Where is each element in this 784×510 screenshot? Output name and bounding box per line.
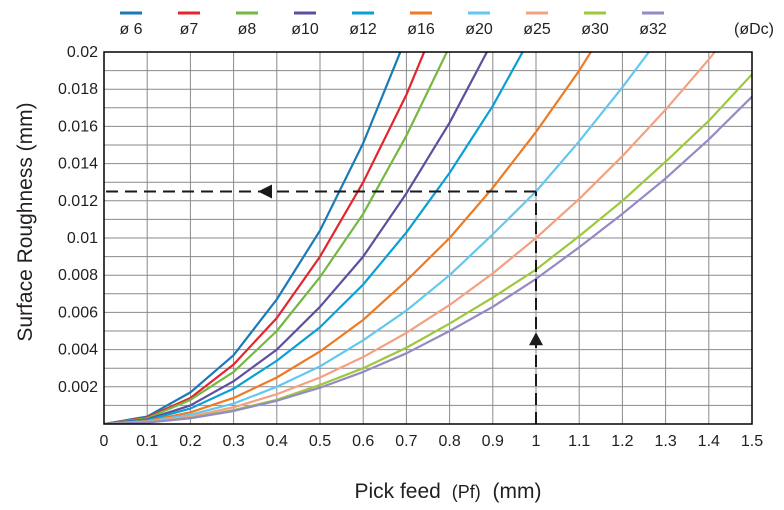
y-tick-label: 0.012 (58, 193, 98, 210)
legend-label: ø32 (639, 21, 667, 38)
x-axis-title-sub: (Pf) (452, 482, 481, 502)
series-line (104, 52, 651, 424)
legend-label: ø7 (180, 21, 199, 38)
x-tick-label: 0.5 (309, 433, 331, 450)
x-tick-label: 0.4 (266, 433, 288, 450)
y-tick-label: 0.01 (67, 230, 98, 247)
x-tick-label: 1.3 (654, 433, 676, 450)
y-tick-label: 0.018 (58, 81, 98, 98)
legend-suffix: (øDc) (734, 21, 774, 38)
y-tick-label: 0.02 (67, 44, 98, 61)
grid (103, 51, 753, 424)
x-tick-label: 1.1 (568, 433, 590, 450)
y-tick-label: 0.006 (58, 304, 98, 321)
legend-label: ø8 (238, 21, 257, 38)
legend-label: ø10 (291, 21, 319, 38)
arrow-up-icon (529, 332, 543, 346)
x-tick-label: 0.2 (179, 433, 201, 450)
x-tick-labels: 0 0.1 0.2 0.3 0.4 0.5 0.6 0.7 0.8 0.9 1 1.1 1.2 1.3 1.… (100, 433, 764, 450)
y-tick-labels: 0.002 0.004 0.006 0.008 0.01 0.012 0.014 0.016 0… (58, 44, 98, 396)
arrow-left-icon (258, 184, 272, 199)
legend-label: ø20 (465, 21, 493, 38)
y-tick-label: 0.002 (58, 379, 98, 396)
x-axis-title: Pick feed (Pf) (mm) (354, 480, 541, 503)
x-tick-label: 0 (100, 433, 109, 450)
series-lines (104, 52, 752, 424)
legend-label: ø30 (581, 21, 609, 38)
x-tick-label: 0.8 (438, 433, 460, 450)
x-tick-label: 1 (532, 433, 541, 450)
x-tick-label: 0.9 (482, 433, 504, 450)
legend-label: ø 6 (119, 21, 142, 38)
series-line (104, 52, 717, 424)
y-tick-label: 0.008 (58, 267, 98, 284)
series-line (104, 52, 524, 424)
series-line (104, 52, 449, 424)
series-line (104, 95, 752, 424)
x-axis-title-main: Pick feed (354, 480, 440, 503)
legend-label: ø16 (407, 21, 435, 38)
annotation (104, 184, 543, 424)
x-tick-label: 0.1 (136, 433, 158, 450)
x-tick-label: 1.5 (741, 433, 763, 450)
y-tick-label: 0.014 (58, 156, 98, 173)
x-tick-label: 1.2 (611, 433, 633, 450)
legend-label: ø12 (349, 21, 377, 38)
x-tick-label: 0.3 (222, 433, 244, 450)
y-tick-label: 0.016 (58, 118, 98, 135)
legend-label: ø25 (523, 21, 551, 38)
series-line (104, 52, 489, 424)
x-tick-label: 0.7 (395, 433, 417, 450)
series-line (104, 52, 593, 424)
series-line (104, 52, 402, 424)
plot-frame (103, 51, 753, 425)
y-tick-label: 0.004 (58, 342, 98, 359)
y-axis-title: Surface Roughness (mm) (14, 102, 37, 341)
x-axis-title-unit: (mm) (493, 480, 542, 503)
legend: ø 6 ø7 ø8 ø10 ø12 ø16 ø20 ø25 ø30 ø32 (119, 11, 667, 38)
x-tick-label: 1.4 (698, 433, 720, 450)
x-tick-label: 0.6 (352, 433, 374, 450)
series-line (104, 52, 426, 424)
